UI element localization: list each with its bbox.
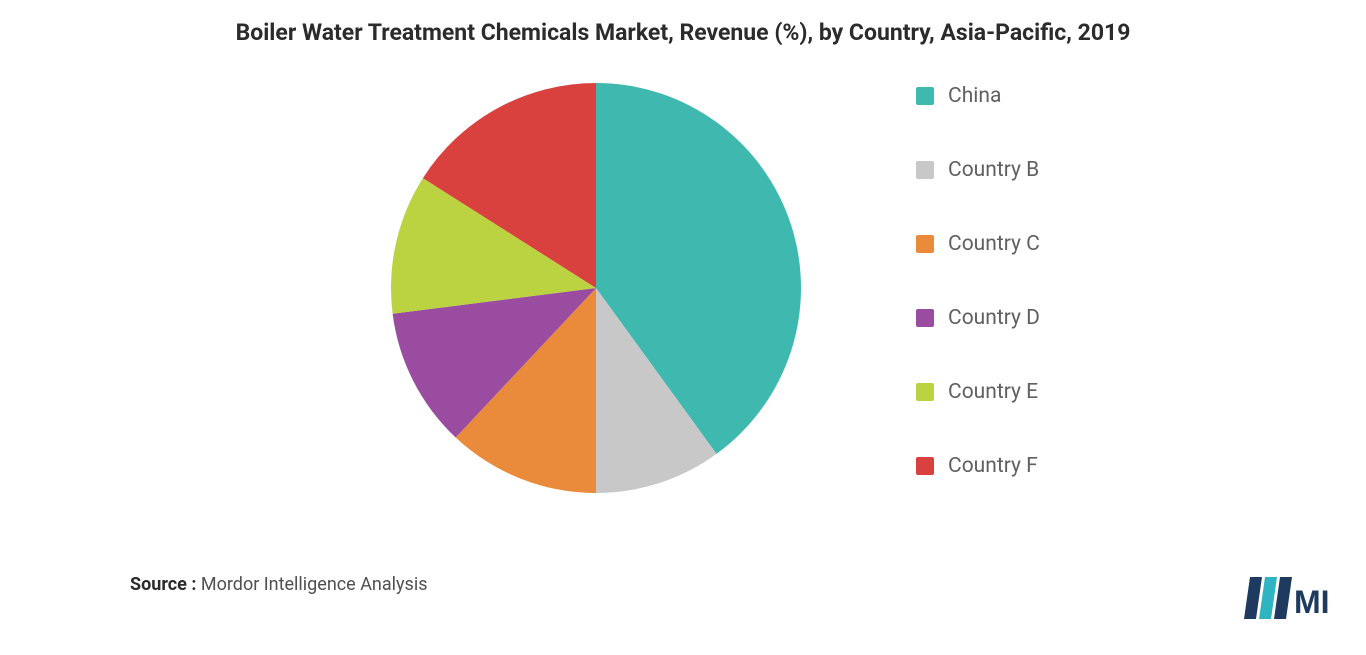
legend-label: Country B [948, 158, 1039, 182]
logo-bar [1259, 577, 1277, 619]
brand-logo-svg: MI [1244, 571, 1328, 625]
chart-area: China Country B Country C Country D Country … [60, 78, 1306, 498]
legend-item: China [916, 84, 1040, 108]
source-label: Source : [130, 574, 196, 595]
pie-chart [386, 78, 806, 498]
logo-bar [1274, 577, 1292, 619]
legend-swatch [916, 309, 934, 327]
legend-swatch [916, 87, 934, 105]
legend-label: Country E [948, 380, 1038, 404]
pie-svg [386, 78, 806, 498]
legend-swatch [916, 235, 934, 253]
logo-text: MI [1294, 584, 1328, 620]
logo-bar [1244, 577, 1262, 619]
legend-item: Country E [916, 380, 1040, 404]
legend-label: Country C [948, 232, 1040, 256]
legend: China Country B Country C Country D Country … [916, 78, 1040, 478]
legend-item: Country C [916, 232, 1040, 256]
brand-logo: MI [1244, 571, 1328, 625]
legend-label: Country F [948, 454, 1038, 478]
source-line: Source : Mordor Intelligence Analysis [130, 574, 428, 595]
source-text: Mordor Intelligence Analysis [201, 574, 428, 595]
chart-title: Boiler Water Treatment Chemicals Market,… [60, 18, 1306, 48]
legend-item: Country F [916, 454, 1040, 478]
legend-swatch [916, 161, 934, 179]
legend-item: Country D [916, 306, 1040, 330]
legend-label: Country D [948, 306, 1040, 330]
legend-item: Country B [916, 158, 1040, 182]
legend-swatch [916, 383, 934, 401]
legend-swatch [916, 457, 934, 475]
legend-label: China [948, 84, 1001, 108]
